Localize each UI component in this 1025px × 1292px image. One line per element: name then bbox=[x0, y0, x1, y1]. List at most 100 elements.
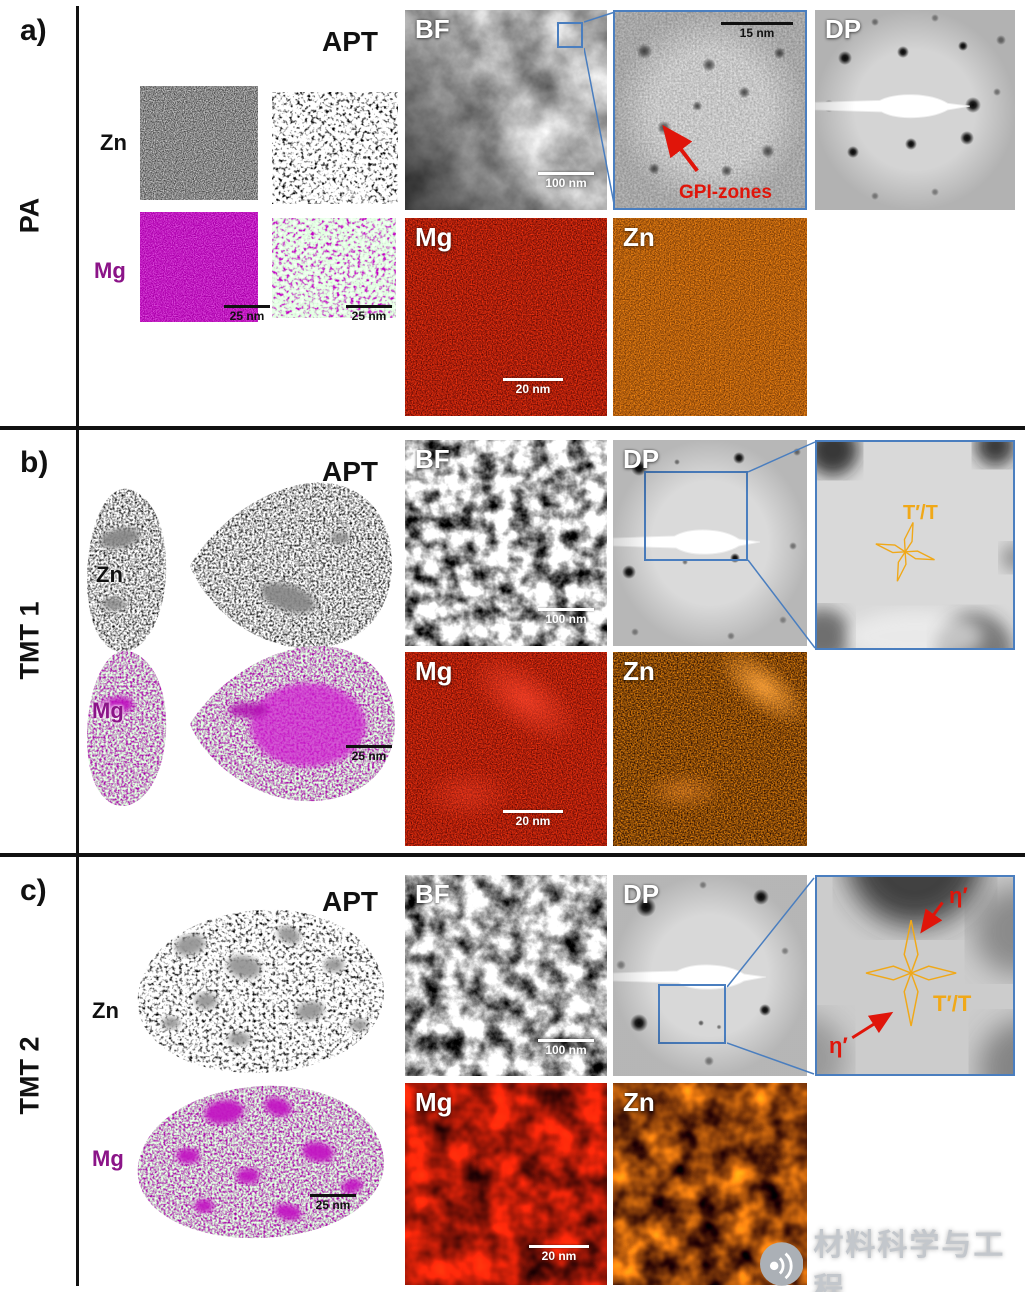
dp-zoom-inset-panel-c: η′ T′/T η′ bbox=[815, 875, 1015, 1076]
bf-zoom-region-box bbox=[557, 22, 583, 48]
apt-section-title-b: APT bbox=[322, 456, 378, 487]
dp-zoom-inset-panel-b: T′/T bbox=[815, 440, 1015, 650]
tprime-annotation-c: T′/T bbox=[933, 991, 972, 1016]
bf-label-a: BF bbox=[415, 14, 450, 44]
watermark: 材料科学与工程 bbox=[760, 1220, 1025, 1292]
row-divider-2 bbox=[0, 853, 1025, 857]
bf-panel-b: BF 100 nm bbox=[405, 440, 607, 646]
scalebar-text: 20 nm bbox=[515, 814, 551, 828]
scalebar-line bbox=[310, 1194, 356, 1197]
bf-image-c bbox=[405, 875, 607, 1076]
inset-scalebar-a: 15 nm bbox=[715, 22, 799, 40]
dp-panel-a: DP bbox=[815, 10, 1015, 210]
apt-zn-cloud-small-b bbox=[87, 488, 167, 653]
zoom-connector-lines-c bbox=[727, 877, 815, 1075]
scalebar-line bbox=[503, 810, 563, 813]
dp-zoom-inset-image-c bbox=[817, 877, 1013, 1074]
dp-label-a: DP bbox=[825, 14, 862, 44]
dp-image-b bbox=[613, 440, 807, 646]
mg-eds-image-a bbox=[405, 218, 607, 416]
eta-prime-arrow-bottom bbox=[851, 1011, 894, 1039]
apt-scalebar-b: 25 nm bbox=[334, 745, 404, 763]
mg-eds-panel-b: Mg 20 nm bbox=[405, 652, 607, 846]
tprime-star-outline bbox=[875, 522, 935, 582]
apt-scalebar-c: 25 nm bbox=[298, 1194, 368, 1212]
bf-panel-a: BF 100 nm bbox=[405, 10, 607, 210]
scalebar-text: 20 nm bbox=[515, 382, 551, 396]
apt-zn-atom-map bbox=[140, 86, 258, 200]
dp-panel-b: DP bbox=[613, 440, 807, 646]
bf-zoom-inset-image bbox=[615, 12, 805, 208]
zn-eds-label-a: Zn bbox=[623, 222, 655, 252]
column-divider-line bbox=[76, 6, 79, 1286]
eta-prime-annotation-top: η′ bbox=[949, 883, 968, 908]
apt-mg-cloud-small-b bbox=[87, 650, 167, 807]
panel-label-b: b) bbox=[20, 446, 49, 479]
mg-eds-scalebar-b: 20 nm bbox=[497, 810, 569, 828]
panel-label-a: a) bbox=[20, 14, 47, 47]
row-label-tmt1: TMT 1 bbox=[14, 601, 45, 680]
scalebar-text: 100 nm bbox=[545, 176, 587, 190]
zn-eds-label-c: Zn bbox=[623, 1087, 655, 1117]
scalebar-line bbox=[503, 378, 563, 381]
scalebar-line bbox=[224, 305, 270, 308]
eta-prime-arrow-top bbox=[920, 901, 944, 934]
bf-image-b bbox=[405, 440, 607, 646]
row-label-tmt2: TMT 2 bbox=[14, 1036, 45, 1115]
eta-prime-annotation-bottom: η′ bbox=[829, 1033, 848, 1058]
scalebar-line bbox=[538, 1039, 594, 1042]
scalebar-line bbox=[346, 305, 392, 308]
scalebar-text: 100 nm bbox=[545, 1043, 587, 1057]
apt-zn-label-a: Zn bbox=[100, 130, 127, 155]
scalebar-text: 100 nm bbox=[545, 612, 587, 626]
watermark-text: 材料科学与工程 bbox=[813, 1229, 1006, 1292]
apt-scalebar-right: 25 nm bbox=[334, 305, 404, 323]
apt-mg-cloud-c bbox=[137, 1085, 385, 1239]
tprime-cross-outline bbox=[865, 919, 957, 1027]
dp-label-b: DP bbox=[623, 444, 660, 474]
bf-scalebar-b: 100 nm bbox=[533, 608, 599, 626]
dp-image-c bbox=[613, 875, 807, 1076]
dp-image-a bbox=[815, 10, 1015, 210]
apt-zn-cluster-map bbox=[272, 92, 398, 204]
scalebar-text: 25 nm bbox=[351, 749, 387, 763]
mg-eds-scalebar-c: 20 nm bbox=[523, 1245, 595, 1263]
scalebar-text: 25 nm bbox=[351, 309, 387, 323]
scalebar-line bbox=[538, 608, 594, 611]
apt-zn-cloud-large-b bbox=[190, 482, 393, 649]
apt-mg-label-c: Mg bbox=[92, 1146, 124, 1171]
mg-eds-image-c bbox=[405, 1083, 607, 1285]
bf-label-b: BF bbox=[415, 444, 450, 474]
mg-eds-panel-a: Mg 20 nm bbox=[405, 218, 607, 416]
dp-panel-c: DP bbox=[613, 875, 807, 1076]
scalebar-text: 25 nm bbox=[315, 1198, 351, 1212]
scalebar-line bbox=[346, 745, 392, 748]
mg-eds-label-c: Mg bbox=[415, 1087, 453, 1117]
zn-eds-panel-a: Zn bbox=[613, 218, 807, 416]
apt-section-title-a: APT bbox=[322, 26, 378, 57]
dp-zoom-inset-image-b bbox=[817, 442, 1013, 648]
apt-mg-cluster-map bbox=[272, 218, 396, 318]
bf-shading-a bbox=[405, 10, 607, 210]
scalebar-line bbox=[538, 172, 594, 175]
bf-scalebar-c: 100 nm bbox=[533, 1039, 599, 1057]
mg-eds-label-a: Mg bbox=[415, 222, 453, 252]
zoom-connector-lines-b bbox=[748, 441, 816, 649]
apt-zn-cloud-c bbox=[137, 909, 385, 1074]
apt-mg-cloud-large-b bbox=[190, 645, 396, 802]
apt-mg-label-b: Mg bbox=[92, 698, 124, 723]
mg-eds-scalebar-a: 20 nm bbox=[497, 378, 569, 396]
apt-mg-atom-map bbox=[140, 212, 258, 322]
bf-zoom-inset-panel: 15 nm GPI-zones bbox=[613, 10, 807, 210]
zn-eds-label-b: Zn bbox=[623, 656, 655, 686]
bf-label-c: BF bbox=[415, 879, 450, 909]
mg-eds-label-b: Mg bbox=[415, 656, 453, 686]
row-divider-1 bbox=[0, 426, 1025, 430]
apt-zn-label-c: Zn bbox=[92, 998, 119, 1023]
gpi-zones-arrow bbox=[662, 124, 699, 172]
zn-eds-image-a bbox=[613, 218, 807, 416]
scalebar-text: 25 nm bbox=[229, 309, 265, 323]
bf-scalebar-a: 100 nm bbox=[533, 172, 599, 190]
row-label-pa: PA bbox=[14, 197, 45, 234]
